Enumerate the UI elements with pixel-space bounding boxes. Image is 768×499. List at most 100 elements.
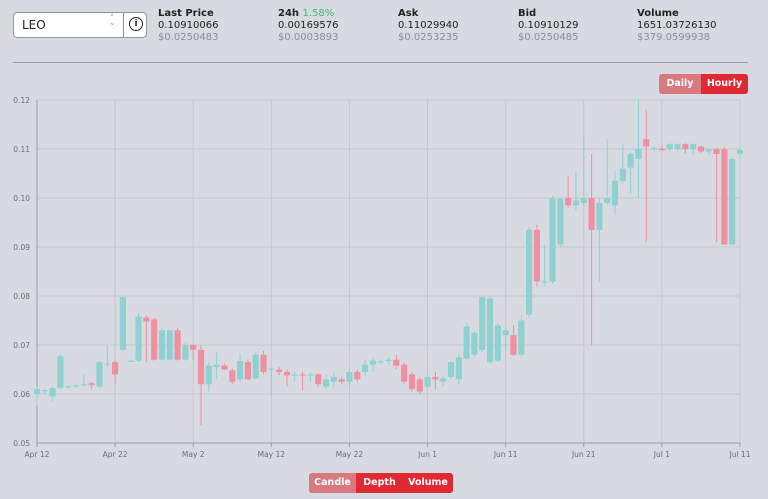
candle-up xyxy=(541,281,548,283)
candle-up xyxy=(471,332,478,355)
stat-label: Last Price xyxy=(158,8,214,19)
stat-label: Volume xyxy=(637,8,679,19)
candle-down xyxy=(682,144,689,149)
stat-24h: 24h 1.58% 0.00169576 $0.0003893 xyxy=(278,8,338,44)
candle-up xyxy=(690,144,697,149)
candle-up xyxy=(182,345,189,360)
candle-up xyxy=(424,376,431,387)
candlestick-chart: 0.05 0.06 0.07 0.08 0.09 0.10 0.11 0.12 Apr 12 Ap… xyxy=(13,96,751,459)
stat-value: 0.11029940 xyxy=(398,20,459,31)
x-tick-label: Jun 11 xyxy=(493,450,518,459)
candle-up xyxy=(674,144,681,149)
y-tick-label: 0.05 xyxy=(13,439,30,448)
candle-up xyxy=(572,200,580,206)
candle-up xyxy=(291,374,298,376)
candle-down xyxy=(143,317,150,322)
candle-up xyxy=(596,202,603,230)
candle-up xyxy=(447,362,455,377)
stat-bid: Bid 0.10910129 $0.0250485 xyxy=(518,8,578,44)
candle-up xyxy=(65,386,72,388)
y-tick-label: 0.06 xyxy=(13,390,30,399)
candle-down xyxy=(533,229,540,282)
header-divider xyxy=(13,62,748,63)
candle-down xyxy=(283,371,291,376)
candle-up xyxy=(736,149,744,154)
stat-ask: Ask 0.11029940 $0.0253235 xyxy=(398,8,458,44)
x-tick-label: May 2 xyxy=(182,450,205,459)
stat-label: Bid xyxy=(518,8,537,19)
candle-up xyxy=(205,365,212,385)
x-tick-label: Jul 1 xyxy=(653,450,670,459)
candle-up xyxy=(33,389,41,394)
y-tick-label: 0.10 xyxy=(13,194,30,203)
candle-up xyxy=(369,360,376,365)
stat-usd-value: $379.0599938 xyxy=(637,32,711,43)
stat-usd-value: $0.0253235 xyxy=(398,32,459,43)
candle-up xyxy=(651,148,658,150)
pair-select-value: LEO xyxy=(22,18,46,32)
stat-value: 0.10910129 xyxy=(518,20,579,31)
candle-up xyxy=(580,198,587,203)
candle-up xyxy=(549,198,556,282)
candle-up xyxy=(440,378,447,382)
candle-up xyxy=(479,296,486,350)
candle-up xyxy=(518,320,525,355)
candle-up xyxy=(627,153,634,168)
updown-chevron-icon: ˄ ˅ xyxy=(110,14,115,33)
candle-up xyxy=(330,376,337,382)
stat-usd-value: $0.0250485 xyxy=(518,32,579,43)
candle-up xyxy=(705,149,712,152)
candle-down xyxy=(244,362,251,380)
candle-up xyxy=(486,298,494,363)
x-tick-label: Apr 22 xyxy=(103,450,128,459)
candle-down xyxy=(432,376,439,380)
candle-up xyxy=(237,361,244,380)
candle-down xyxy=(221,365,228,370)
candle-up xyxy=(104,363,111,365)
candle-up xyxy=(49,388,56,397)
candle-down xyxy=(190,345,197,350)
stat-label: 24h xyxy=(278,8,300,19)
candle-down xyxy=(229,370,236,382)
candle-up xyxy=(377,361,384,363)
stat-usd-value: $0.0003893 xyxy=(278,32,339,43)
x-tick-label: Jun 1 xyxy=(417,450,437,459)
candle-down xyxy=(658,149,665,151)
candle-down xyxy=(401,364,408,382)
stat-usd-value: $0.0250483 xyxy=(158,32,219,43)
candle-up xyxy=(119,296,126,350)
candle-down xyxy=(174,330,181,360)
select-divider xyxy=(123,13,124,37)
candle-up xyxy=(346,371,353,382)
candle-up xyxy=(252,354,259,379)
y-tick-label: 0.12 xyxy=(13,96,30,105)
candle-down xyxy=(408,374,415,390)
candle-down xyxy=(276,369,283,372)
candle-up xyxy=(135,316,142,361)
candle-down xyxy=(510,335,517,355)
candle-up xyxy=(158,330,166,360)
candle-up xyxy=(213,364,220,368)
y-tick-label: 0.07 xyxy=(13,341,30,350)
candle-up xyxy=(73,385,80,387)
pair-select[interactable]: LEO ˄ ˅ i xyxy=(13,12,147,38)
stat-24h-percent: 1.58% xyxy=(302,8,335,19)
x-tick-label: Apr 12 xyxy=(25,450,50,459)
volume-button[interactable]: Volume xyxy=(403,473,453,493)
candle-up xyxy=(268,368,275,370)
stat-label: Ask xyxy=(398,8,419,19)
candle-button[interactable]: Candle xyxy=(309,473,356,493)
candle-up xyxy=(729,158,736,245)
candle-down xyxy=(338,379,345,382)
candle-up xyxy=(619,168,626,181)
depth-button[interactable]: Depth xyxy=(356,473,403,493)
info-icon[interactable]: i xyxy=(129,17,143,31)
stat-value: 1651.03726130 xyxy=(637,20,717,31)
x-tick-label: Jul 11 xyxy=(729,450,751,459)
daily-button[interactable]: Daily xyxy=(659,74,701,94)
candle-down xyxy=(260,354,267,372)
candle-down xyxy=(197,349,205,385)
candle-up xyxy=(611,180,619,206)
candle-up xyxy=(57,356,64,388)
hourly-button[interactable]: Hourly xyxy=(701,74,748,94)
